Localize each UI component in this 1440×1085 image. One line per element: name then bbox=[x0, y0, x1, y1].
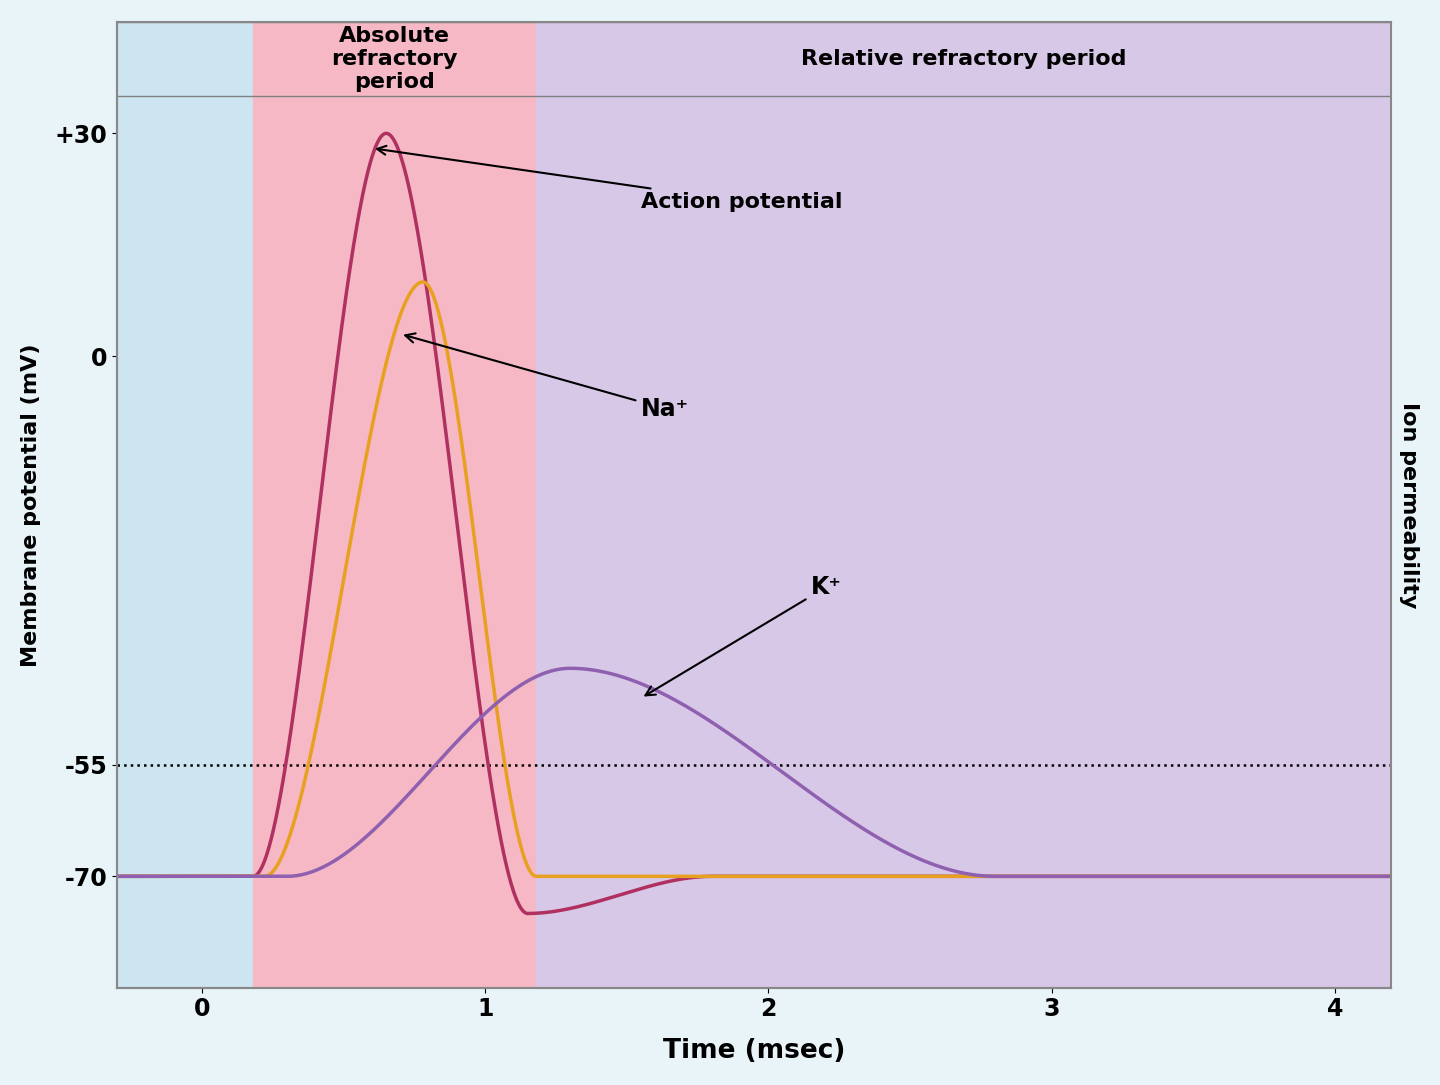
Bar bbox=[117, 22, 253, 987]
X-axis label: Time (msec): Time (msec) bbox=[662, 1038, 845, 1064]
Text: Absolute
refractory
period: Absolute refractory period bbox=[331, 26, 458, 92]
Text: Action potential: Action potential bbox=[377, 145, 842, 212]
Text: Relative refractory period: Relative refractory period bbox=[801, 49, 1126, 69]
Bar bbox=[253, 22, 536, 987]
Y-axis label: Ion permeability: Ion permeability bbox=[1400, 401, 1420, 608]
Text: Na⁺: Na⁺ bbox=[405, 333, 690, 421]
Text: K⁺: K⁺ bbox=[645, 575, 842, 695]
Bar bbox=[536, 22, 1391, 987]
Y-axis label: Membrane potential (mV): Membrane potential (mV) bbox=[20, 343, 40, 666]
